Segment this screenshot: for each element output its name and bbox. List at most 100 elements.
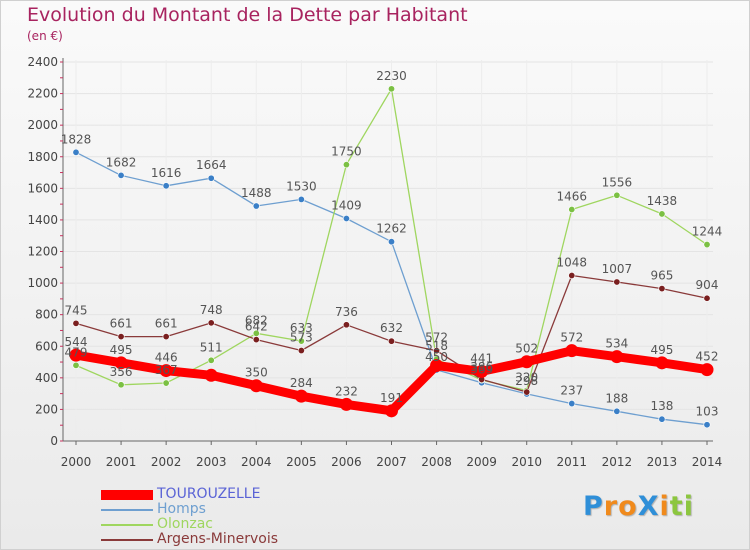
data-label-argens-minervois: 965: [650, 269, 673, 283]
logo-letter: P: [583, 491, 604, 522]
y-tick-label: 1400: [27, 213, 58, 227]
data-label-olonzac: 1750: [331, 145, 362, 159]
logo-letter: X: [637, 491, 660, 522]
data-point-tourouzelle: [520, 355, 534, 369]
data-point-argens-minervois: [613, 278, 621, 286]
data-point-homps: [207, 174, 215, 182]
data-label-olonzac: 1244: [692, 225, 723, 239]
data-point-tourouzelle: [69, 348, 83, 362]
data-point-tourouzelle: [655, 356, 669, 370]
data-point-argens-minervois: [523, 388, 531, 396]
y-tick-label: 1000: [27, 276, 58, 290]
logo-letter: o: [618, 491, 638, 522]
data-label-argens-minervois: 661: [155, 317, 178, 331]
logo-letter: i: [659, 491, 670, 522]
y-tick-label: 600: [35, 339, 58, 353]
data-label-tourouzelle: 495: [650, 343, 673, 357]
data-label-homps: 188: [605, 391, 628, 405]
data-point-tourouzelle: [385, 404, 398, 418]
data-label-homps: 1409: [331, 198, 362, 212]
data-label-tourouzelle: 446: [155, 351, 178, 365]
data-point-homps: [568, 400, 576, 408]
x-tick-label: 2008: [421, 455, 452, 469]
x-tick-label: 2014: [692, 455, 723, 469]
data-point-tourouzelle: [610, 350, 624, 364]
data-point-homps: [117, 171, 125, 179]
data-point-homps: [252, 202, 260, 210]
chart-subtitle: (en €): [27, 29, 63, 43]
logo-letter: t: [669, 491, 684, 522]
data-point-argens-minervois: [703, 294, 711, 302]
data-label-argens-minervois: 904: [696, 278, 719, 292]
y-tick-label: 2200: [27, 87, 58, 101]
data-label-homps: 1664: [196, 158, 227, 172]
data-label-tourouzelle: 572: [560, 331, 583, 345]
data-label-olonzac: 2230: [376, 69, 407, 83]
data-label-argens-minervois: 748: [200, 303, 223, 317]
data-point-olonzac: [387, 85, 395, 93]
x-tick-label: 2004: [241, 455, 272, 469]
data-point-tourouzelle: [339, 397, 353, 411]
data-label-tourouzelle: 350: [245, 366, 268, 380]
data-point-olonzac: [297, 337, 305, 345]
legend-swatch: [101, 523, 153, 526]
data-label-argens-minervois: 1048: [557, 256, 588, 270]
data-point-argens-minervois: [162, 333, 170, 341]
data-point-argens-minervois: [72, 319, 80, 327]
logo-letter: i: [683, 491, 694, 522]
data-point-olonzac: [342, 161, 350, 169]
data-label-olonzac: 1556: [602, 175, 633, 189]
data-point-homps: [703, 421, 711, 429]
data-point-argens-minervois: [252, 336, 260, 344]
data-label-homps: 1262: [376, 222, 407, 236]
data-point-tourouzelle: [294, 389, 308, 403]
y-tick-label: 1800: [27, 150, 58, 164]
data-label-argens-minervois: 1007: [602, 262, 633, 276]
data-label-homps: 450: [425, 350, 448, 364]
x-tick-label: 2010: [511, 455, 542, 469]
proxiti-logo: ProXiti: [583, 491, 694, 522]
y-tick-label: 2000: [27, 118, 58, 132]
data-label-homps: 138: [650, 399, 673, 413]
data-label-tourouzelle: 232: [335, 384, 358, 398]
data-label-argens-minervois: 573: [290, 331, 313, 345]
data-label-homps: 1488: [241, 186, 272, 200]
y-tick-label: 0: [50, 434, 58, 448]
data-label-argens-minervois: 572: [425, 331, 448, 345]
data-point-tourouzelle: [475, 364, 489, 378]
x-tick-label: 2013: [647, 455, 678, 469]
data-label-olonzac: 682: [245, 313, 268, 327]
x-tick-label: 2012: [602, 455, 633, 469]
x-tick-label: 2007: [376, 455, 407, 469]
data-label-homps: 1828: [61, 132, 92, 146]
data-label-olonzac: 1466: [557, 189, 588, 203]
data-point-argens-minervois: [568, 272, 576, 280]
data-label-argens-minervois: 642: [245, 320, 268, 334]
data-point-homps: [297, 195, 305, 203]
data-label-argens-minervois: 745: [65, 303, 88, 317]
data-label-olonzac: 1438: [647, 194, 678, 208]
data-point-tourouzelle: [700, 363, 714, 377]
data-label-tourouzelle: 452: [696, 350, 719, 364]
x-tick-label: 2006: [331, 455, 362, 469]
x-tick-label: 2002: [151, 455, 182, 469]
data-label-tourouzelle: 284: [290, 376, 313, 390]
data-point-homps: [342, 214, 350, 222]
data-label-tourouzelle: 502: [515, 342, 538, 356]
x-tick-label: 2000: [61, 455, 92, 469]
data-label-tourouzelle: 441: [470, 351, 493, 365]
data-point-olonzac: [658, 210, 666, 218]
data-label-tourouzelle: 495: [110, 343, 133, 357]
data-point-olonzac: [117, 381, 125, 389]
data-point-argens-minervois: [207, 319, 215, 327]
data-label-tourouzelle: 191: [380, 391, 403, 405]
data-point-tourouzelle: [114, 356, 128, 370]
data-point-olonzac: [613, 191, 621, 199]
data-point-tourouzelle: [430, 359, 444, 373]
data-point-tourouzelle: [249, 379, 263, 393]
data-label-homps: 1682: [106, 155, 137, 169]
data-label-olonzac: 386: [470, 360, 493, 374]
legend-label: Argens-Minervois: [157, 531, 279, 547]
y-tick-label: 800: [35, 308, 58, 322]
